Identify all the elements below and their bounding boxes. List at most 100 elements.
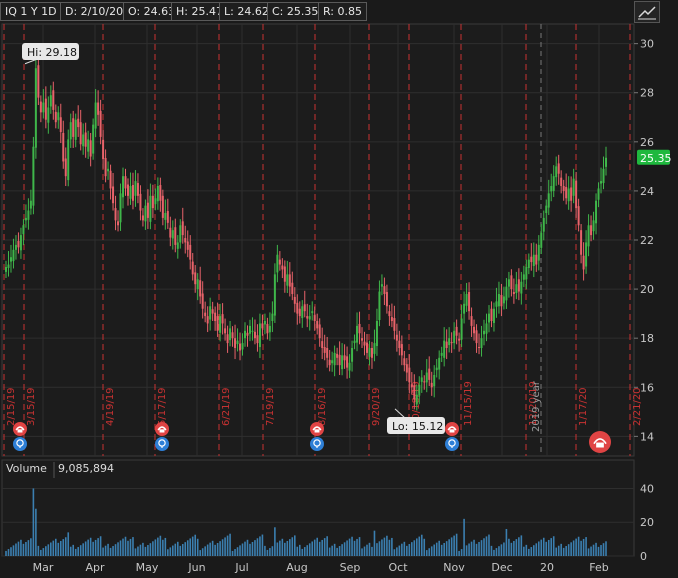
phone-icon [589,431,611,453]
volume-bar [333,543,336,556]
candle-body [545,205,548,213]
symbol-label[interactable]: IQ 1 Y 1D [0,2,62,21]
candle-body [502,296,505,304]
volume-bar [87,539,89,556]
y-tick-label: 30 [640,38,654,51]
period-date-label: 2/15/19 [6,387,17,426]
candle-body [216,316,219,331]
x-tick-label: 20 [540,561,554,574]
volume-bar [45,546,47,556]
candle-body [224,328,227,334]
candle-body [348,362,351,371]
candle-body [363,341,366,346]
candle-body [99,110,102,137]
candle-body [375,321,378,347]
volume-bar [493,549,495,556]
volume-bar [361,548,363,556]
volume-bar [500,544,503,556]
volume-bar [433,544,436,556]
volume-bar [249,543,251,556]
candle-body [219,316,222,333]
candle-body [42,102,45,113]
chart-collapse-button[interactable] [634,1,660,23]
candle-body [358,323,361,334]
period-date-label: 9/20/19 [371,387,382,426]
volume-bar [10,547,12,556]
volume-bar [503,542,505,556]
volume-bar [577,536,580,556]
volume-bar [468,543,470,556]
candle-body [600,181,603,184]
x-tick-label: Dec [491,561,512,574]
candle-body [378,291,381,321]
volume-bar [254,540,256,556]
volume-bar [351,536,353,556]
candle-body [34,68,37,148]
volume-bar [348,538,351,556]
candle-body [565,186,568,199]
volume-bar [488,534,490,556]
phone-icon [13,422,27,436]
candle-body [156,186,159,202]
y-tick-label: 16 [640,381,654,394]
volume-bar [363,546,366,556]
volume-bar [592,544,595,556]
candle-body [346,356,349,368]
period-date-label: 11/15/19 [463,381,474,426]
candle-body [204,312,207,317]
x-tick-label: Sep [340,561,361,574]
x-tick-label: Feb [589,561,608,574]
candle-body [331,360,334,364]
candle-body [463,303,466,314]
volume-bar [368,542,371,556]
volume-bar [117,542,119,556]
volume-tick-label: 20 [640,516,654,529]
volume-bar [533,545,535,556]
candle-body [497,294,500,307]
candle-body [483,330,486,335]
candle-body [492,308,495,323]
volume-bar [570,542,572,556]
volume-bar [211,540,214,556]
volume-bar [537,541,540,556]
volume-bar [408,544,411,556]
candle-body [102,139,105,159]
volume-bar [89,537,92,556]
candle-body [321,341,324,348]
volume-bar [291,537,294,556]
candle-body [475,330,478,344]
candle-body [139,193,142,211]
candle-body [303,304,306,312]
volume-bar [343,542,346,556]
candle-body [560,177,563,186]
candle-body [517,279,520,292]
candle-body [184,238,187,243]
candle-body [179,225,182,243]
hi-label: Hi: 29.18 [27,46,77,59]
volume-bar [264,545,266,556]
volume-bar [547,539,550,556]
volume-bar [181,544,184,556]
period-date-label: 12/20/19 [528,381,539,426]
volume-bar [455,533,458,556]
candle-body [507,279,510,287]
candle-body [510,275,513,290]
candle-body [149,195,152,222]
candle-body [221,314,224,324]
volume-bar [498,546,500,556]
volume-bar [276,542,279,556]
volume-bar [381,539,383,556]
volume-bar [129,538,132,556]
volume-bar [194,534,197,556]
volume-bar [371,546,373,556]
volume-bar [585,537,587,556]
volume-bar [244,541,246,556]
volume-bar [605,541,607,556]
period-date-label: 3/15/19 [26,387,37,426]
candle-body [136,183,139,196]
candle-body [9,257,12,262]
volume-bar [74,548,77,556]
volume-bar [435,542,438,556]
volume-bar [169,547,172,556]
